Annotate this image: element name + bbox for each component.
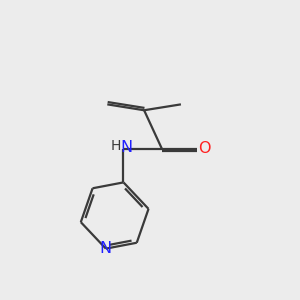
Text: N: N [100, 241, 112, 256]
Text: N: N [120, 140, 133, 155]
Text: O: O [198, 141, 211, 156]
Text: H: H [111, 139, 121, 153]
